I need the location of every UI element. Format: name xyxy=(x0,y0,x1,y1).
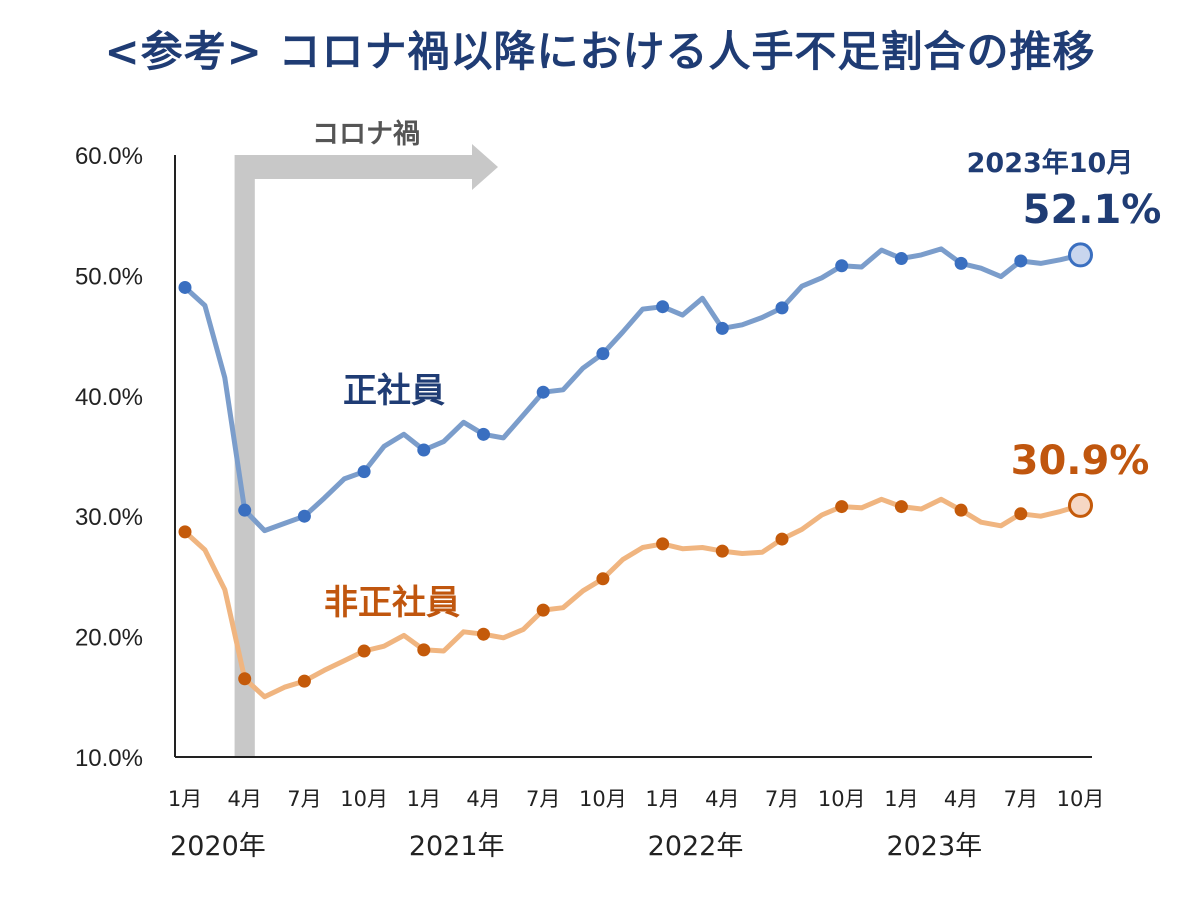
regular-data-point xyxy=(596,347,610,361)
y-tick-label: 50.0% xyxy=(75,263,143,290)
regular-data-point xyxy=(775,301,789,315)
regular-data-point xyxy=(536,385,550,399)
nonregular-data-point xyxy=(417,643,431,657)
nonregular-data-point xyxy=(656,537,670,551)
nonregular-end-point xyxy=(1068,492,1093,518)
x-tick-label: 1月 xyxy=(168,787,202,811)
nonregular-data-point xyxy=(178,525,192,539)
x-tick-label: 10月 xyxy=(818,787,866,811)
nonregular-data-point xyxy=(357,644,371,658)
regular-series-label: 正社員 xyxy=(343,371,445,411)
nonregular-data-point xyxy=(596,572,610,586)
x-tick-label: 4月 xyxy=(466,787,500,811)
x-tick-label: 7月 xyxy=(765,787,799,811)
x-tick-label: 1月 xyxy=(407,787,441,811)
regular-end-value-label: 52.1% xyxy=(1023,187,1162,233)
x-tick-label: 4月 xyxy=(705,787,739,811)
regular-data-point xyxy=(178,280,192,294)
nonregular-data-point xyxy=(894,500,908,514)
nonregular-data-point xyxy=(1014,507,1028,521)
regular-data-point xyxy=(656,300,670,314)
y-tick-label: 20.0% xyxy=(75,625,143,652)
year-label: 2021年 xyxy=(409,831,505,862)
chart-title: <参考> コロナ禍以降における人手不足割合の推移 xyxy=(104,27,1096,76)
regular-data-point xyxy=(835,259,849,273)
x-tick-label: 4月 xyxy=(944,787,978,811)
nonregular-data-point xyxy=(238,672,252,686)
y-tick-label: 10.0% xyxy=(75,745,143,772)
nonregular-data-point xyxy=(477,627,490,641)
x-tick-label: 7月 xyxy=(1004,787,1038,811)
x-tick-label: 4月 xyxy=(228,787,262,811)
x-tick-label: 10月 xyxy=(340,787,388,811)
y-tick-label: 60.0% xyxy=(75,143,143,170)
nonregular-series-label: 非正社員 xyxy=(324,583,460,623)
y-tick-label: 40.0% xyxy=(75,384,143,411)
regular-series-line xyxy=(182,246,1083,534)
x-tick-label: 1月 xyxy=(645,787,679,811)
covid-label: コロナ禍 xyxy=(312,119,420,150)
regular-end-date-label: 2023年10月 xyxy=(967,147,1134,179)
nonregular-data-point xyxy=(297,674,311,688)
nonregular-series-line xyxy=(182,496,1083,700)
regular-data-point xyxy=(715,321,729,335)
x-tick-label: 7月 xyxy=(287,787,321,811)
x-tick-label: 10月 xyxy=(579,787,627,811)
nonregular-data-point xyxy=(715,544,729,558)
x-tick-label: 10月 xyxy=(1057,787,1105,811)
regular-data-point xyxy=(357,465,371,479)
regular-data-point xyxy=(954,256,968,270)
nonregular-data-point xyxy=(536,603,550,617)
regular-data-point xyxy=(297,509,311,523)
regular-end-point xyxy=(1068,242,1093,268)
regular-data-point xyxy=(894,252,908,266)
regular-data-point xyxy=(1014,254,1028,268)
covid-arrow xyxy=(234,144,498,757)
regular-data-point xyxy=(417,443,431,457)
year-label: 2022年 xyxy=(648,831,744,862)
nonregular-data-point xyxy=(835,500,849,514)
regular-data-point xyxy=(477,427,490,441)
year-label: 2023年 xyxy=(886,831,982,862)
year-label: 2020年 xyxy=(170,831,266,862)
nonregular-data-point xyxy=(775,532,789,546)
x-tick-label: 1月 xyxy=(884,787,918,811)
x-tick-label: 7月 xyxy=(526,787,560,811)
y-tick-label: 30.0% xyxy=(75,504,143,531)
regular-data-point xyxy=(238,503,252,517)
nonregular-end-value-label: 30.9% xyxy=(1011,438,1150,484)
nonregular-data-point xyxy=(954,503,968,517)
